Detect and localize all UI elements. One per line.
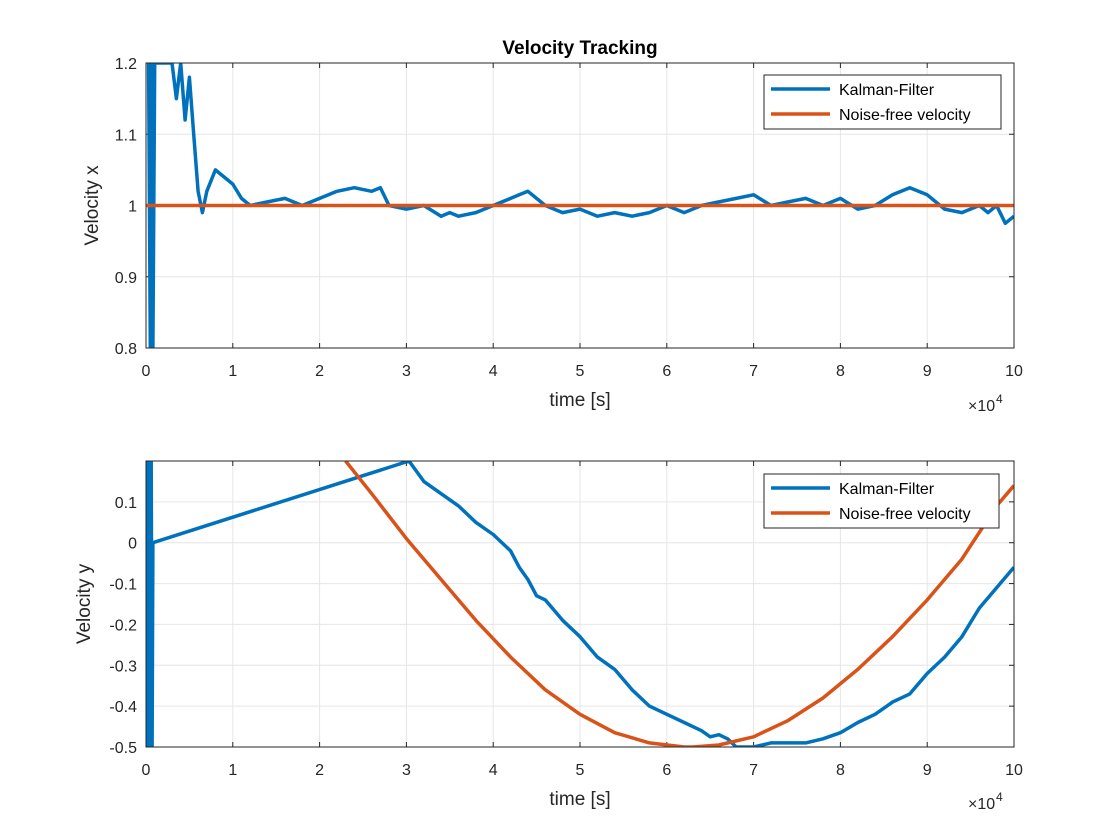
top-velocity-x-chart: 0 1 2 3 4 5 6 7 8 9 10 0.8 0.9 1 1.1 1.2 Velocity Tracki…: [82, 38, 1023, 415]
x-tick-label: 10: [1005, 762, 1023, 779]
x-exponent-base: ×10: [968, 796, 995, 813]
x-tick-label: 2: [315, 363, 324, 380]
legend-label: Kalman-Filter: [839, 82, 935, 99]
x-tick-label: 0: [142, 762, 151, 779]
x-exponent-power: 4: [996, 392, 1003, 406]
x-axis-title: time [s]: [549, 789, 610, 810]
y-axis-title: Velocity y: [74, 563, 95, 644]
y-tick-label: 0.8: [115, 341, 137, 358]
chart-title: Velocity Tracking: [502, 38, 657, 59]
y-axis-title: Velocity x: [82, 165, 103, 246]
y-tick-label: 1.2: [115, 56, 137, 73]
legend-label: Noise-free velocity: [839, 506, 971, 523]
x-exponent-base: ×10: [968, 398, 995, 415]
x-tick-label: 7: [749, 762, 758, 779]
y-tick-label: 0.9: [115, 270, 137, 287]
y-tick-label: -0.4: [109, 699, 137, 716]
axes-box: [145, 460, 1015, 748]
x-tick-label: 6: [662, 762, 671, 779]
x-exponent-power: 4: [996, 790, 1003, 804]
y-tick-label: -0.5: [109, 740, 137, 757]
axes-box: [145, 62, 1015, 349]
x-axis-title: time [s]: [549, 390, 610, 411]
x-tick-label: 3: [402, 762, 411, 779]
x-tick-label: 0: [142, 363, 151, 380]
legend-box: [763, 473, 1000, 529]
x-tick-label: 4: [489, 762, 498, 779]
y-tick-label: 1.1: [115, 127, 137, 144]
x-tick-label: 7: [749, 363, 758, 380]
y-tick-label: -0.1: [109, 577, 137, 594]
series-line-kalman-filter: [146, 461, 1014, 747]
x-tick-label: 5: [576, 762, 585, 779]
y-tick-label: 1: [128, 199, 137, 216]
legend: Kalman-Filter Noise-free velocity: [763, 473, 1000, 529]
y-tick-label: 0: [128, 536, 137, 553]
x-tick-label: 8: [836, 363, 845, 380]
bottom-velocity-y-chart: 0 1 2 3 4 5 6 7 8 9 10 -0.5 -0.4 -0.3 -0.2 -0.1 0 0.1 time…: [74, 460, 1023, 813]
x-tick-label: 4: [489, 363, 498, 380]
x-tick-label: 9: [923, 762, 932, 779]
legend-box: [763, 74, 1002, 130]
x-tick-label: 3: [402, 363, 411, 380]
y-tick-label: 0.1: [115, 495, 137, 512]
x-tick-label: 6: [662, 363, 671, 380]
x-tick-label: 1: [228, 363, 237, 380]
series-line-noise-free-velocity: [344, 461, 1014, 747]
x-tick-label: 5: [576, 363, 585, 380]
x-tick-label: 2: [315, 762, 324, 779]
y-tick-label: -0.3: [109, 658, 137, 675]
x-tick-label: 10: [1005, 363, 1023, 380]
x-tick-label: 1: [228, 762, 237, 779]
x-tick-label: 9: [923, 363, 932, 380]
y-tick-label: -0.2: [109, 617, 137, 634]
legend-label: Kalman-Filter: [839, 481, 935, 498]
legend-label: Noise-free velocity: [839, 107, 971, 124]
x-tick-label: 8: [836, 762, 845, 779]
legend: Kalman-Filter Noise-free velocity: [763, 74, 1002, 130]
